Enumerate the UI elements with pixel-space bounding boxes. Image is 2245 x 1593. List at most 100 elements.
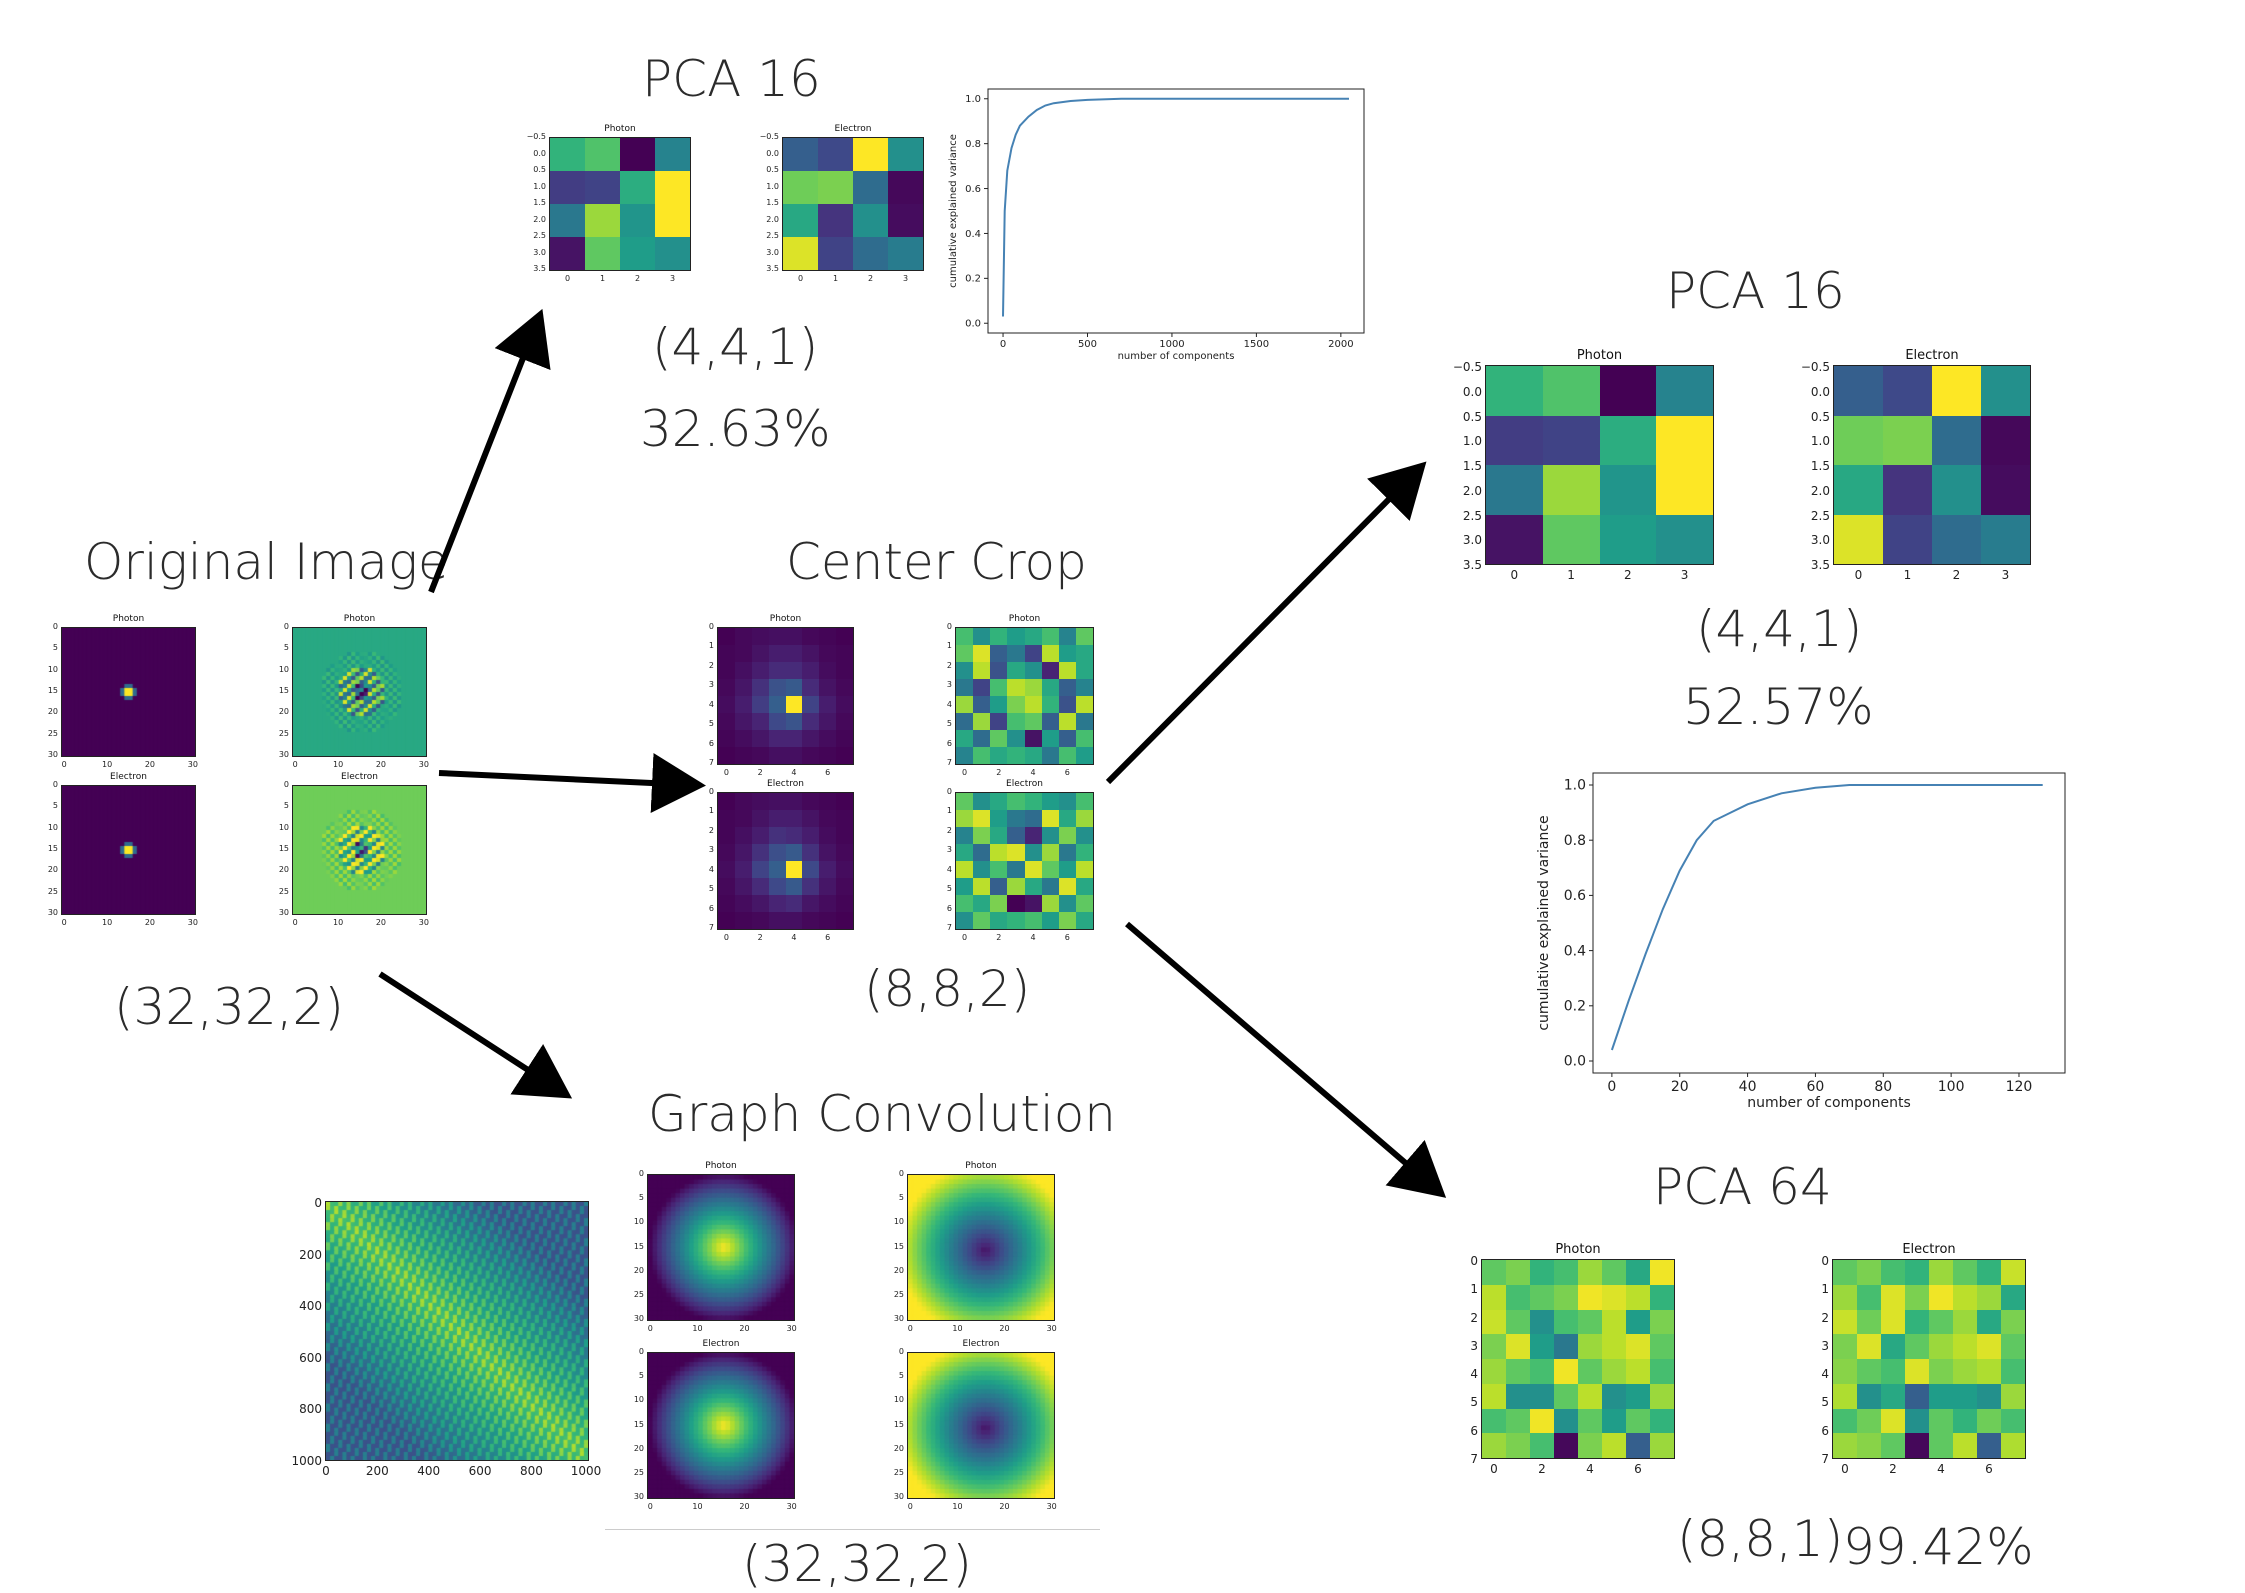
heatmap-cell [1626, 1408, 1650, 1434]
panel-title: Electron [767, 779, 804, 789]
heatmap-cell [1656, 514, 1713, 564]
y-tick-label: 2 [708, 660, 714, 670]
y-tick-label: 0 [52, 622, 58, 631]
y-tick-label: 6 [946, 903, 952, 913]
heatmap-cell [1626, 1309, 1650, 1335]
panel-title: Photon [705, 1161, 737, 1171]
x-tick-label: 10 [332, 760, 344, 769]
heatmap-cell [718, 679, 735, 696]
heatmap-cell [819, 696, 837, 713]
heatmap-cell [1058, 645, 1076, 662]
heatmap-cell [785, 810, 803, 827]
heatmap-cell [1881, 1408, 1905, 1434]
x-tick-label: 4 [1937, 1462, 1945, 1476]
heatmap-cell [1977, 1383, 2001, 1409]
heatmap-cell [1977, 1309, 2001, 1335]
heatmap-cell [853, 237, 888, 270]
panel-title: Electron [110, 772, 147, 782]
x-tick-label: 30 [187, 760, 198, 769]
y-tick-label: 10 [47, 664, 58, 674]
heatmap-cell [802, 628, 820, 645]
heatmap-cell [819, 895, 837, 912]
y-tick-label: 0.0 [533, 148, 546, 158]
y-tick-label: 0.4 [1564, 943, 1586, 959]
heatmap-cell [1506, 1433, 1530, 1458]
y-tick-label: 10 [47, 822, 58, 832]
y-tick-label: 20 [893, 1265, 904, 1275]
heatmap-canvas [908, 1175, 1054, 1320]
heatmap-cell [836, 895, 853, 912]
heatmap-cell [1650, 1383, 1674, 1409]
pca16-top-percent: 32.63% [640, 400, 831, 458]
heatmap-cell [990, 645, 1008, 662]
y-tick-label: −0.5 [526, 132, 546, 141]
heatmap-canvas [293, 628, 426, 756]
panel-title: Photon [112, 614, 145, 624]
heatmap-cell [1905, 1383, 1929, 1409]
heatmap-cell [783, 138, 818, 171]
heatmap-cell [1024, 895, 1042, 912]
x-tick-label: 3 [2001, 568, 2010, 582]
panel-title: Electron [1006, 779, 1043, 789]
x-tick-label: 0 [647, 1502, 653, 1511]
x-tick-label: 0 [1490, 1462, 1498, 1476]
heatmap-cell [1024, 878, 1042, 895]
heatmap-cell [1554, 1260, 1578, 1285]
y-tick-label: 5 [52, 643, 58, 653]
pca16-right-shape: (4,4,1) [1696, 600, 1863, 658]
x-tick-label: 0 [1000, 339, 1006, 350]
x-axis-label: number of components [1118, 351, 1235, 362]
x-tick-label: 10 [101, 918, 113, 927]
y-tick-label: 10 [278, 822, 289, 832]
y-tick-label: 6 [1821, 1423, 1829, 1438]
heatmap-canvas [648, 1353, 794, 1498]
heatmap-cell [1650, 1359, 1674, 1384]
x-tick-label: 0 [962, 933, 968, 942]
heatmap-cell [768, 793, 786, 810]
x-tick-label: 800 [519, 1464, 543, 1478]
y-tick-label: 0 [283, 780, 289, 789]
y-tick-label: 2.0 [766, 214, 779, 224]
y-tick-label: 25 [278, 886, 289, 896]
x-tick-label: 30 [786, 1502, 797, 1511]
heatmap-cell [1981, 366, 2030, 416]
heatmap-cell [956, 747, 974, 764]
heatmap-cell [1977, 1359, 2001, 1384]
heatmap-cell [734, 645, 752, 662]
pca64-shape: (8,8,1) [1677, 1510, 1844, 1568]
heatmap-cell [1506, 1408, 1530, 1434]
x-tick-label: 30 [418, 760, 429, 769]
heatmap-cell [768, 679, 786, 696]
heatmap-cell [785, 747, 803, 764]
heatmap-cell [718, 878, 735, 895]
y-tick-label: 7 [1470, 1452, 1478, 1466]
arrow-to-pca64 [1125, 921, 1447, 1198]
crop-photon: Photon 0 1 2 3 4 5 6 7 0 2 4 6 [709, 614, 854, 777]
pca16-right-title: PCA 16 [1666, 262, 1845, 320]
y-tick-label: 1 [946, 641, 952, 651]
heatmap [549, 137, 691, 271]
heatmap-cell [1883, 514, 1932, 564]
heatmap-cell [1932, 366, 1981, 416]
heatmap-cell [1075, 730, 1093, 747]
heatmap-cell [785, 662, 803, 679]
x-tick-label: 1000 [1159, 339, 1184, 350]
heatmap-cell [1075, 810, 1093, 827]
y-tick-label: 7 [946, 758, 952, 767]
heatmap-cell [1602, 1383, 1626, 1409]
gc-photon-smooth: Photon 0 5 10 15 20 25 30 0 10 20 30 [634, 1161, 797, 1333]
y-tick-label: 1 [946, 806, 952, 816]
y-tick-label: 0.5 [1810, 409, 1830, 424]
y-tick-label: 5 [708, 719, 714, 729]
heatmap-cell [836, 793, 853, 810]
heatmap-cell [718, 895, 735, 912]
heatmap-cell [768, 912, 786, 929]
heatmap-cell [1656, 465, 1713, 515]
x-tick-label: 120 [2006, 1079, 2033, 1095]
original-shape: (32,32,2) [114, 978, 344, 1036]
heatmap-cell [1650, 1334, 1674, 1359]
heatmap-cell [1058, 912, 1076, 929]
heatmap-cell [1626, 1260, 1650, 1285]
x-tick-label: 0 [1841, 1462, 1849, 1476]
heatmap-cell [585, 171, 620, 204]
